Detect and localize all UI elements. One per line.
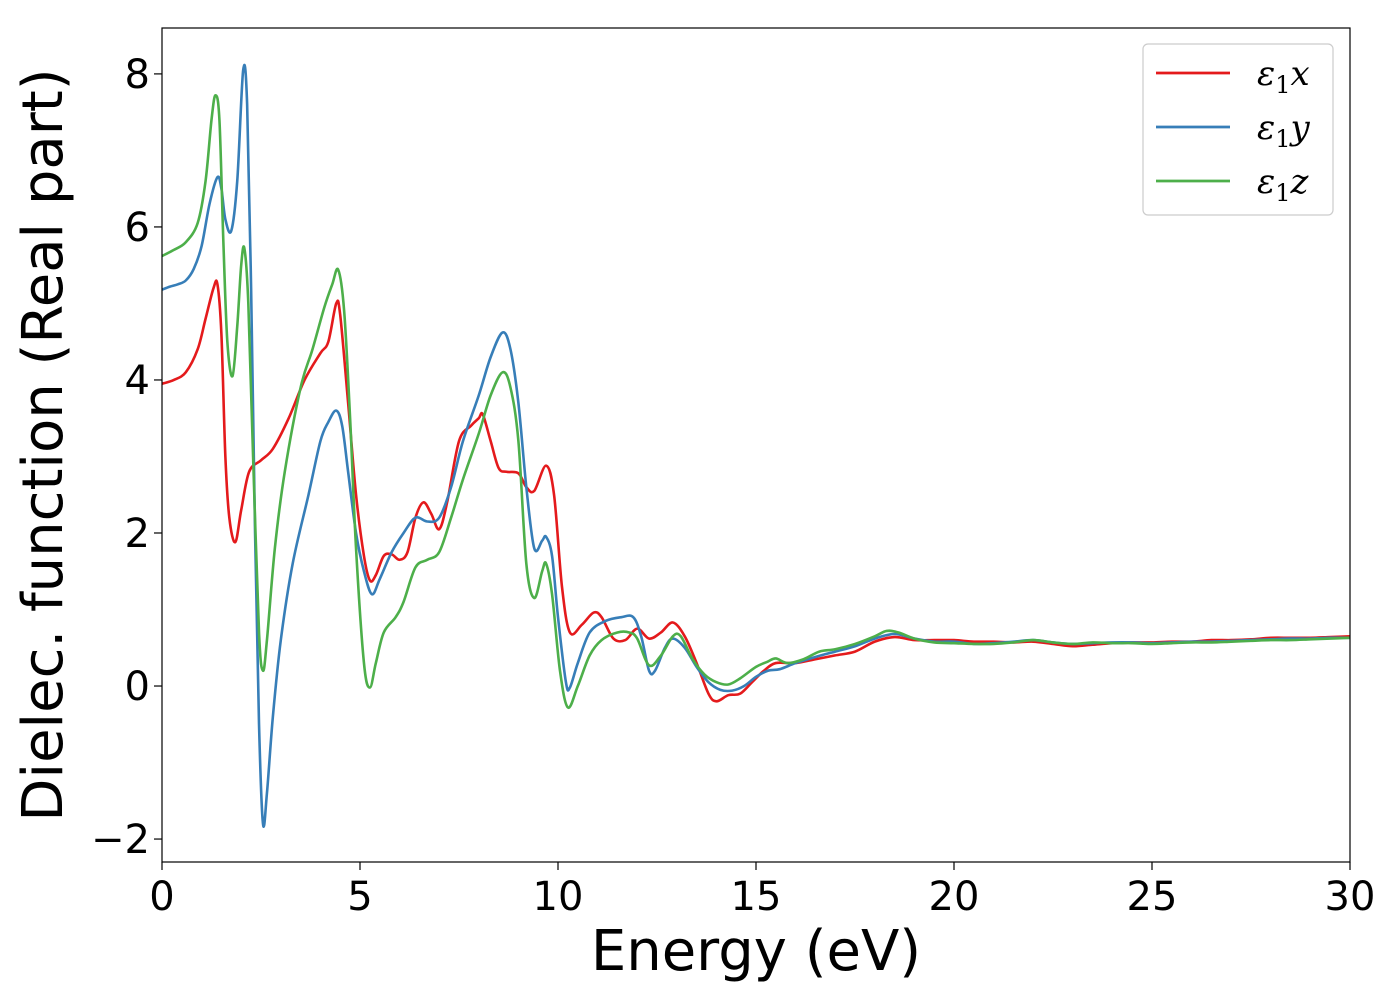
x-axis-title: Energy (eV): [591, 919, 921, 984]
x-tick-label: 10: [533, 874, 584, 920]
y-tick-label: 6: [125, 205, 150, 251]
y-tick-label: −2: [91, 817, 150, 863]
x-tick-label: 5: [347, 874, 372, 920]
legend: ε1x ε1y ε1z: [1142, 43, 1334, 216]
x-tick-label: 20: [929, 874, 980, 920]
series-layer: [162, 63, 1350, 828]
x-tick-label: 0: [149, 874, 174, 920]
x-tick-label: 30: [1325, 874, 1376, 920]
legend-label: ε1y: [1257, 108, 1311, 153]
y-axis-title: Dielec. function (Real part): [11, 68, 76, 821]
x-tick-label: 15: [731, 874, 782, 920]
y-tick-label: 4: [125, 358, 150, 404]
x-tick-label: 25: [1127, 874, 1178, 920]
series-line-3: [162, 94, 1350, 709]
y-tick-label: 2: [125, 511, 150, 557]
y-tick-label: 8: [125, 52, 150, 98]
legend-label: ε1x: [1257, 54, 1310, 99]
x-axis-ticks: 0 5 10 15 20 25 30: [149, 862, 1375, 920]
y-axis-ticks: −2 0 2 4 6 8: [91, 52, 162, 863]
legend-label: ε1z: [1257, 162, 1310, 207]
legend-box: [1142, 43, 1334, 216]
y-tick-label: 0: [125, 664, 150, 710]
